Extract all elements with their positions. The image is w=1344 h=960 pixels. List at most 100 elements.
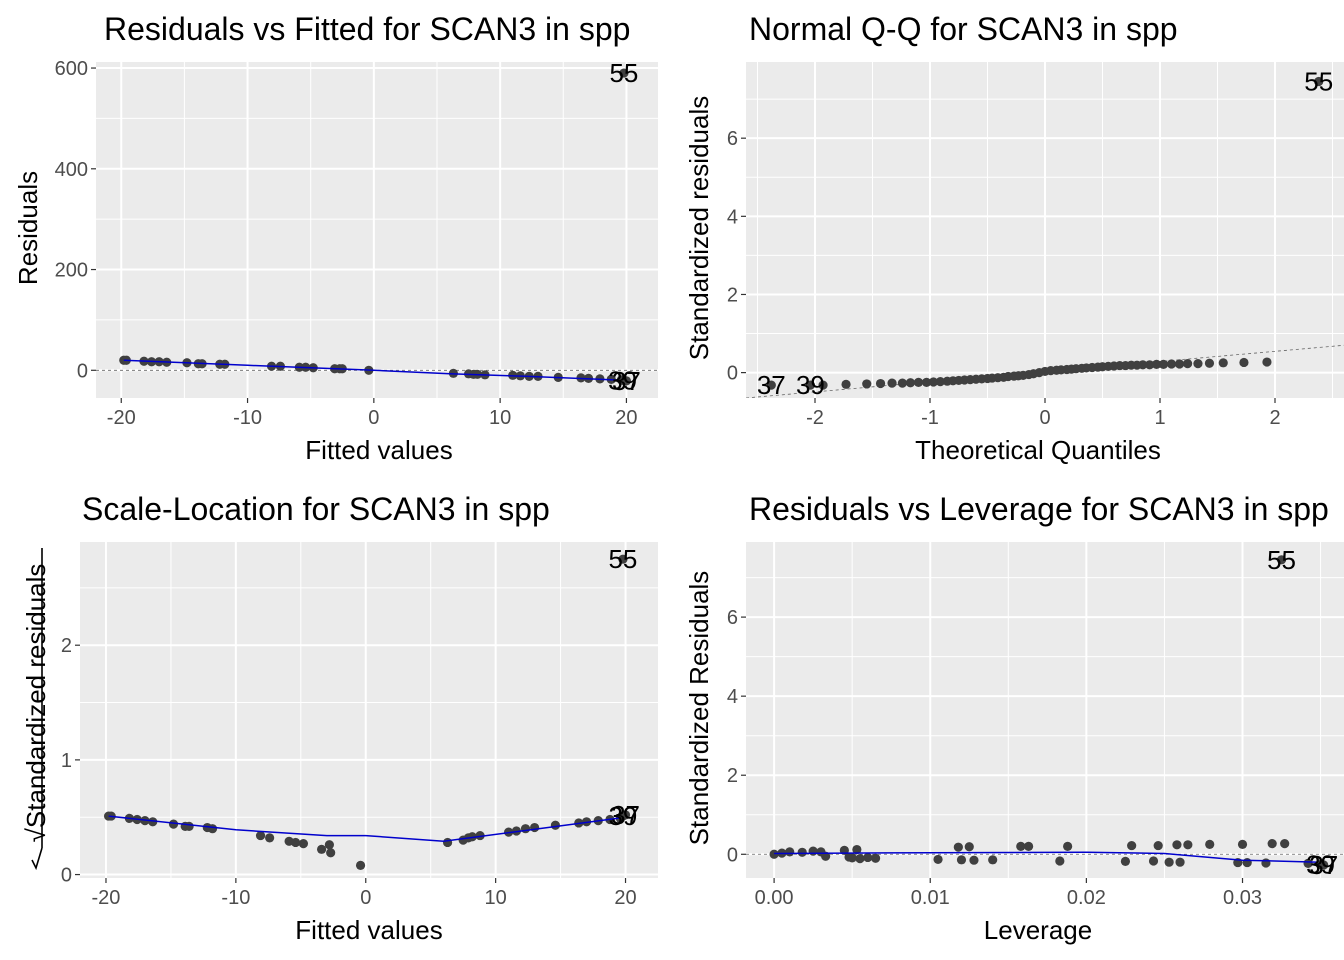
data-point [265,833,275,843]
data-point [1193,359,1203,369]
data-point [467,832,477,842]
data-point [797,847,807,857]
flagged-point-label: 39 [608,801,637,831]
data-point [769,849,779,859]
flagged-point [618,554,628,564]
x-tick-label: 1 [1154,407,1165,429]
data-point [1204,358,1215,368]
y-tick-label: 4 [727,686,738,708]
data-point [953,842,963,852]
data-point [1267,839,1277,849]
flagged-point-label: 55 [609,58,638,88]
data-point [1262,357,1272,367]
plot-area [96,68,658,386]
y-tick-label: 4 [727,206,738,228]
data-point [847,853,857,863]
data-point [956,855,967,865]
panel-title: Residuals vs Leverage for SCAN3 in spp [749,491,1329,527]
data-point [291,837,301,848]
flagged-point-label: 55 [608,544,637,574]
x-tick-label: 0.01 [911,887,950,909]
x-tick-label: 20 [614,887,636,909]
data-point [1280,839,1290,849]
x-tick-label: 0 [1039,407,1050,429]
y-tick-label: 2 [727,284,738,306]
y-axis-label: √Standardized residuals [21,564,51,843]
x-tick-label: -10 [233,407,262,429]
flagged-point-label: 37 [1309,850,1338,880]
x-tick-label: -2 [806,407,824,429]
y-tick-label: 2 [727,765,738,787]
flagged-point-label: 37 [611,800,640,830]
data-point [520,824,531,834]
x-tick-label: 10 [489,407,511,429]
data-point [852,844,862,855]
flagged-point-label: 37 [757,370,786,400]
smoother-line [108,815,626,843]
flagged-point [618,811,628,821]
x-tick-label: 0 [360,887,371,909]
data-point [964,842,974,852]
data-point [1218,358,1228,368]
flagged-point [1276,555,1287,565]
data-point [887,378,897,388]
data-point [1151,359,1162,369]
x-tick-label: 0.00 [755,887,794,909]
data-point [1158,359,1169,369]
x-tick-label: 0.02 [1067,887,1106,909]
plot-area [746,555,1344,870]
data-point [1016,841,1026,851]
x-axis-label: Fitted values [305,435,452,465]
panel-background [96,62,658,398]
x-tick-label: 0 [368,407,379,429]
data-point [921,377,932,387]
plot-area [103,554,631,870]
data-point [550,820,560,830]
smoother-line [123,359,627,382]
plot-background [746,542,1344,878]
panel-background [746,542,1344,878]
data-point [1138,360,1148,370]
x-tick-label: 20 [615,407,637,429]
plot-background [96,62,658,398]
data-point [207,824,218,834]
data-point [1205,839,1215,850]
data-point [875,378,886,389]
data-point [1237,839,1248,850]
y-tick-label: 0 [727,844,738,866]
panel-normal-qq: Normal Q-Q for SCAN3 in spp Theoretical … [684,11,1344,465]
data-point [148,817,158,827]
data-point [255,830,266,841]
sqrt-radical-mark [31,548,43,871]
data-point [1166,359,1177,369]
x-tick-label: -1 [921,407,939,429]
x-tick-label: 10 [485,887,507,909]
y-tick-label: 0 [77,360,88,382]
data-point [897,378,908,388]
y-tick-label: 2 [61,635,72,657]
panel-background [80,542,658,878]
x-tick-label: 2 [1269,407,1280,429]
x-tick-label: 0.03 [1223,887,1262,909]
y-tick-label: 6 [727,607,738,629]
flagged-point [619,68,629,78]
panel-title: Normal Q-Q for SCAN3 in spp [749,11,1178,47]
plot-area [746,76,1344,398]
panel-title: Scale-Location for SCAN3 in spp [82,491,550,527]
panel-scale-location: Scale-Location for SCAN3 in spp Fitted v… [21,491,658,945]
y-tick-label: 400 [55,159,88,181]
data-point [184,821,194,831]
panel-residuals-vs-leverage: Residuals vs Leverage for SCAN3 in spp L… [684,491,1344,945]
y-tick-label: 0 [61,865,72,887]
y-axis-label: Residuals [13,171,43,285]
data-point [530,822,540,833]
data-point [475,830,485,841]
data-point [1172,840,1182,850]
data-point [168,819,179,829]
data-point [855,854,865,864]
data-point [862,379,872,389]
data-point [1242,857,1252,868]
panel-residuals-vs-fitted: Residuals vs Fitted for SCAN3 in spp Fit… [13,11,658,465]
data-point [1239,357,1249,368]
